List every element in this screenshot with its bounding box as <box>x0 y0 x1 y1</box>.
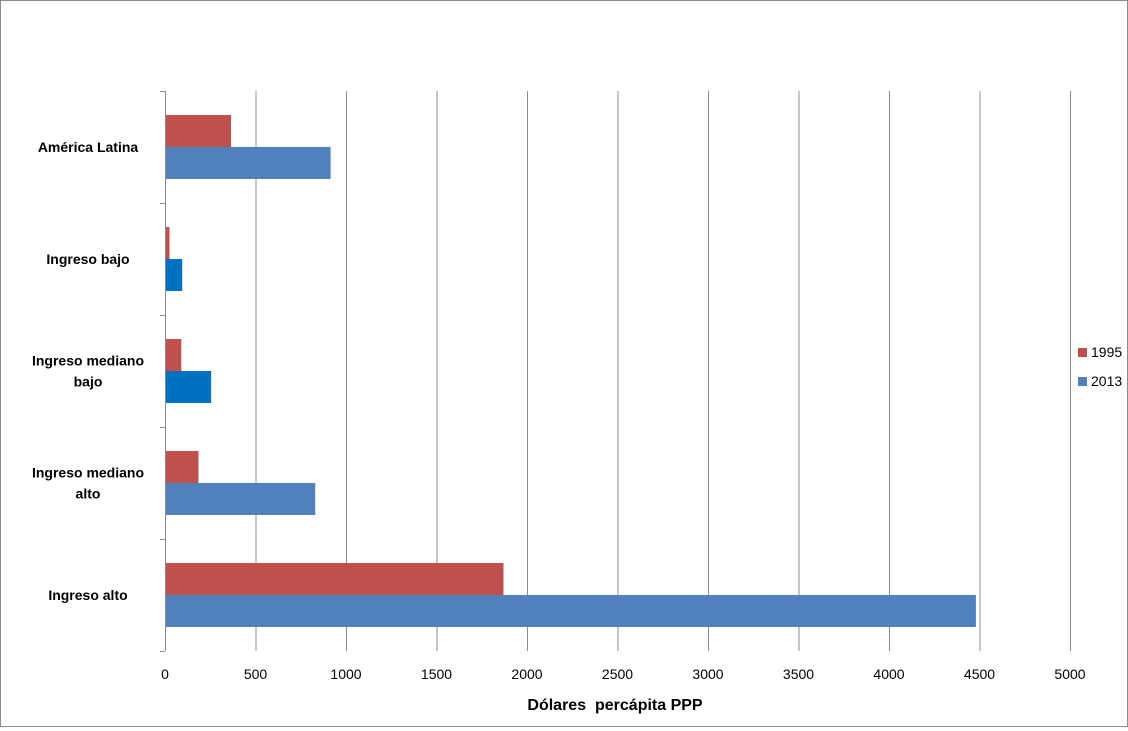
x-tick-label-4500: 4500 <box>964 666 995 682</box>
x-tick-labels: 0 500 1000 1500 2000 2500 3000 3500 4000 4500 5000 <box>161 666 1086 682</box>
bar-1995-ingreso-alto <box>166 563 504 595</box>
category-label: América Latina <box>38 139 139 155</box>
legend-label-1995: 1995 <box>1091 344 1122 360</box>
x-tick-label-500: 500 <box>244 666 268 682</box>
x-tick-label-3000: 3000 <box>692 666 723 682</box>
x-tick-label-3500: 3500 <box>783 666 814 682</box>
bar-1995-ingreso-bajo <box>166 227 170 259</box>
category-label: Ingreso mediano <box>32 465 144 481</box>
category-label: bajo <box>74 374 103 390</box>
x-tick-label-2500: 2500 <box>602 666 633 682</box>
bar-2013-ingreso-mediano-bajo <box>166 371 212 403</box>
bar-1995-ingreso-mediano-alto <box>166 451 199 483</box>
x-tick-label-2000: 2000 <box>511 666 542 682</box>
x-tick-label-1000: 1000 <box>330 666 361 682</box>
bar-2013-ingreso-mediano-alto <box>166 483 316 515</box>
category-label: Ingreso alto <box>48 587 127 603</box>
legend-swatch-1995 <box>1078 348 1087 357</box>
axes <box>160 91 166 652</box>
legend: 1995 2013 <box>1078 344 1122 389</box>
bar-2013-ingreso-bajo <box>166 259 183 291</box>
bar-2013-ingreso-alto <box>166 595 976 627</box>
bars <box>166 115 976 627</box>
bar-1995-ingreso-mediano-bajo <box>166 339 182 371</box>
gridlines <box>255 91 1071 651</box>
category-labels: América Latina Ingreso bajo Ingreso median… <box>32 139 144 603</box>
legend-label-2013: 2013 <box>1091 373 1122 389</box>
x-tick-label-4000: 4000 <box>873 666 904 682</box>
legend-swatch-2013 <box>1078 377 1087 386</box>
x-tick-label-5000: 5000 <box>1054 666 1085 682</box>
category-label: alto <box>76 486 101 502</box>
bar-2013-américa-latina <box>166 147 331 179</box>
category-label: Ingreso bajo <box>46 251 129 267</box>
x-tick-label-0: 0 <box>161 666 169 682</box>
bar-1995-américa-latina <box>166 115 232 147</box>
category-label: Ingreso mediano <box>32 353 144 369</box>
x-axis-title: Dólares percápita PPP <box>527 697 703 714</box>
x-tick-label-1500: 1500 <box>421 666 452 682</box>
